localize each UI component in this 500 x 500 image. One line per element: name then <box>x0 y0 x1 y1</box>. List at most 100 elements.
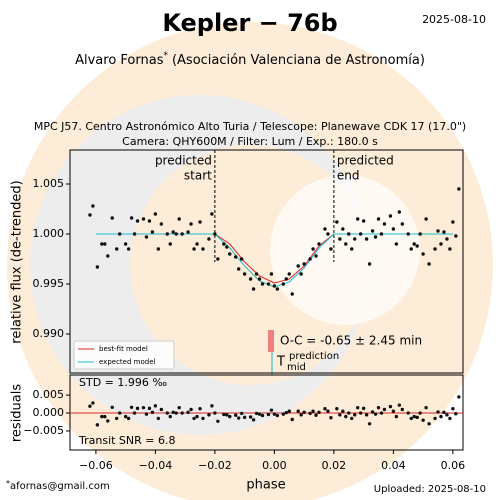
data-point <box>451 407 455 411</box>
oc-label: O-C = -0.65 ± 2.45 min <box>280 334 422 348</box>
y-axis-label: residuals <box>10 384 25 443</box>
data-point <box>216 257 220 261</box>
predicted-label: predicted <box>337 154 394 168</box>
data-point <box>379 411 384 415</box>
data-point <box>257 277 262 281</box>
data-point <box>344 242 348 246</box>
data-point <box>88 404 92 408</box>
background-logo <box>7 22 493 500</box>
data-point <box>358 411 363 415</box>
data-point <box>350 247 354 251</box>
data-point <box>341 227 345 231</box>
data-point <box>391 409 396 413</box>
data-point <box>367 262 372 266</box>
data-point <box>225 245 229 249</box>
data-point <box>299 272 303 276</box>
legend-box <box>73 340 175 370</box>
data-point <box>110 216 114 220</box>
y-tick-label: −0.005 <box>23 424 64 437</box>
data-point <box>269 408 274 412</box>
data-point <box>266 282 271 286</box>
data-point <box>165 232 169 236</box>
data-point <box>144 235 149 239</box>
x-tick-label: 0.02 <box>322 459 347 472</box>
data-point <box>135 406 140 411</box>
author: Alvaro Fornas <box>75 53 164 68</box>
data-point <box>439 242 443 246</box>
tmid-symbol: T <box>276 355 285 370</box>
data-point <box>361 219 366 223</box>
data-point <box>418 232 422 236</box>
data-point <box>198 220 202 224</box>
data-point <box>347 232 351 236</box>
data-point <box>168 414 172 419</box>
data-point <box>457 187 461 191</box>
data-point <box>207 237 211 241</box>
data-point <box>370 410 375 414</box>
data-point <box>115 247 119 251</box>
data-point <box>424 405 428 410</box>
data-point <box>290 292 294 296</box>
predicted-label: start <box>184 169 212 183</box>
data-point <box>323 227 327 231</box>
data-point <box>88 213 92 217</box>
data-point <box>260 282 265 286</box>
x-tick-label: −0.04 <box>139 459 173 472</box>
data-point <box>376 217 381 221</box>
data-point <box>406 411 410 415</box>
data-point <box>159 407 164 412</box>
data-point <box>141 405 146 410</box>
affiliation: (Asociación Valenciana de Astronomía) <box>172 53 425 68</box>
data-point <box>177 405 181 410</box>
data-point <box>132 232 137 236</box>
title: Kepler − 76b <box>162 9 337 37</box>
data-point <box>445 413 449 417</box>
data-point <box>106 254 110 258</box>
data-point <box>100 242 104 246</box>
data-point <box>123 242 128 246</box>
data-point <box>207 413 211 417</box>
axes-frame <box>69 374 464 451</box>
data-point <box>103 414 107 419</box>
data-point <box>329 416 333 420</box>
data-point <box>106 419 110 423</box>
data-point <box>222 242 226 246</box>
data-point <box>391 227 396 231</box>
y-axis-label: relative flux (de-trended) <box>10 180 25 343</box>
data-point <box>192 416 196 421</box>
data-point <box>269 272 274 276</box>
data-point <box>412 242 416 246</box>
data-point <box>201 416 205 421</box>
data-point <box>367 422 372 426</box>
data-point <box>400 222 405 226</box>
data-point <box>222 412 226 417</box>
data-point <box>95 423 100 427</box>
data-point <box>198 407 202 411</box>
data-point <box>132 411 137 415</box>
x-tick-label: −0.02 <box>198 459 232 472</box>
data-point <box>329 247 333 251</box>
data-point <box>326 409 330 413</box>
data-point <box>382 407 387 412</box>
data-point <box>382 222 387 226</box>
data-point <box>165 411 169 415</box>
data-point <box>248 277 253 281</box>
data-point <box>201 247 205 251</box>
y-tick-label: 0.990 <box>33 327 65 340</box>
data-point <box>147 406 152 411</box>
data-point <box>388 214 393 218</box>
data-point <box>228 414 232 419</box>
data-point <box>275 287 280 291</box>
data-point <box>281 282 286 286</box>
data-point <box>254 411 259 416</box>
data-point <box>364 237 369 241</box>
data-point <box>180 232 184 236</box>
data-point <box>317 410 321 415</box>
std-label: STD = 1.996 ‰ <box>79 376 167 389</box>
data-point <box>296 264 300 268</box>
data-point <box>433 247 437 251</box>
data-point <box>355 405 360 410</box>
data-point <box>299 413 303 417</box>
data-point <box>317 242 321 246</box>
data-point <box>335 407 339 411</box>
